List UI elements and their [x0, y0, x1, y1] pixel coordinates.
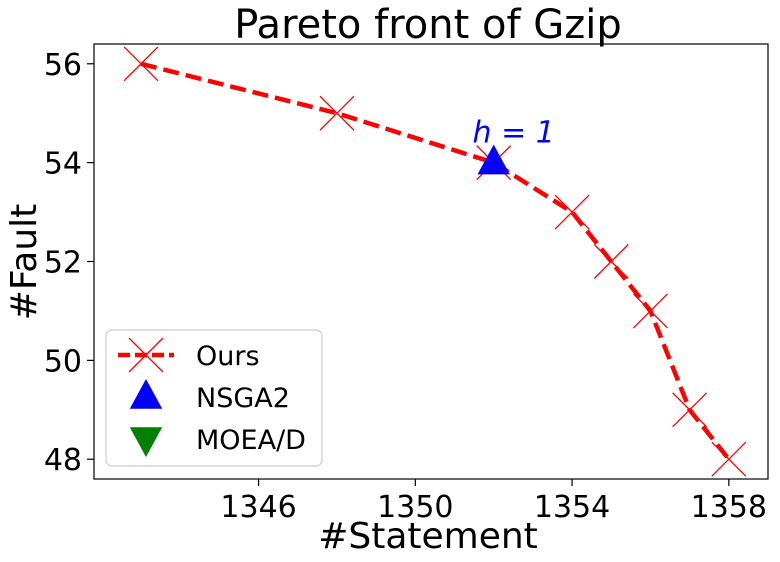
- ours-point: [711, 441, 747, 477]
- legend-marker-nsga2: [129, 379, 163, 409]
- legend-label-nsga2: NSGA2: [196, 383, 290, 414]
- x-tick-label: 1346: [220, 490, 296, 525]
- ours-point: [593, 244, 629, 279]
- chart-title: Pareto front of Gzip: [234, 2, 622, 48]
- ours-point: [123, 46, 159, 82]
- y-tick-label: 56: [44, 48, 82, 83]
- x-axis-label: #Statement: [318, 516, 538, 557]
- legend-label-moea-d: MOEA/D: [196, 425, 306, 456]
- ours-point: [554, 194, 590, 230]
- y-tick-label: 54: [44, 147, 82, 182]
- ours-series-line: [140, 61, 731, 461]
- ours-point: [319, 95, 355, 131]
- legend-box: [105, 329, 323, 467]
- ours-point: [632, 293, 668, 329]
- ours-point: [672, 392, 708, 428]
- annotations: h = 1: [473, 115, 555, 150]
- legend-marker-moea-d: [129, 427, 163, 457]
- legend-marker-ours: [128, 337, 164, 373]
- x-tick-label: 1354: [534, 490, 610, 525]
- y-tick-label: 50: [44, 344, 82, 379]
- annotation-label: h = 1: [473, 115, 555, 150]
- y-tick-label: 48: [44, 443, 82, 478]
- legend: Ours NSGA2 MOEA/D: [105, 329, 323, 467]
- legend-label-ours: Ours: [196, 341, 260, 372]
- y-axis-label: #Fault: [4, 204, 45, 321]
- x-tick-label: 1350: [377, 490, 453, 525]
- plot-area: [123, 46, 747, 477]
- axis-ticks: 1346 1350 1354 1358 48 50 52 54 56: [44, 48, 767, 525]
- x-tick-label: 1358: [691, 490, 767, 525]
- nsga2-point: [477, 144, 510, 175]
- y-tick-label: 52: [44, 246, 82, 281]
